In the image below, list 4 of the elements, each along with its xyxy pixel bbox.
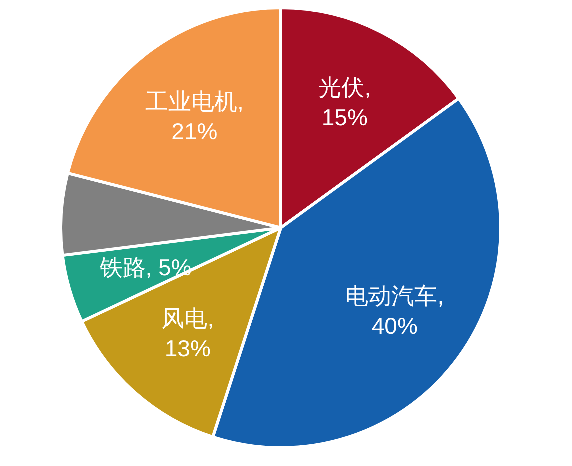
slice-label: 工业电机, 21%	[146, 88, 244, 145]
slice-label: 光伏, 15%	[318, 74, 372, 131]
slice-label: 电动汽车, 40%	[346, 282, 444, 339]
slice-label: 风电, 13%	[162, 306, 214, 362]
